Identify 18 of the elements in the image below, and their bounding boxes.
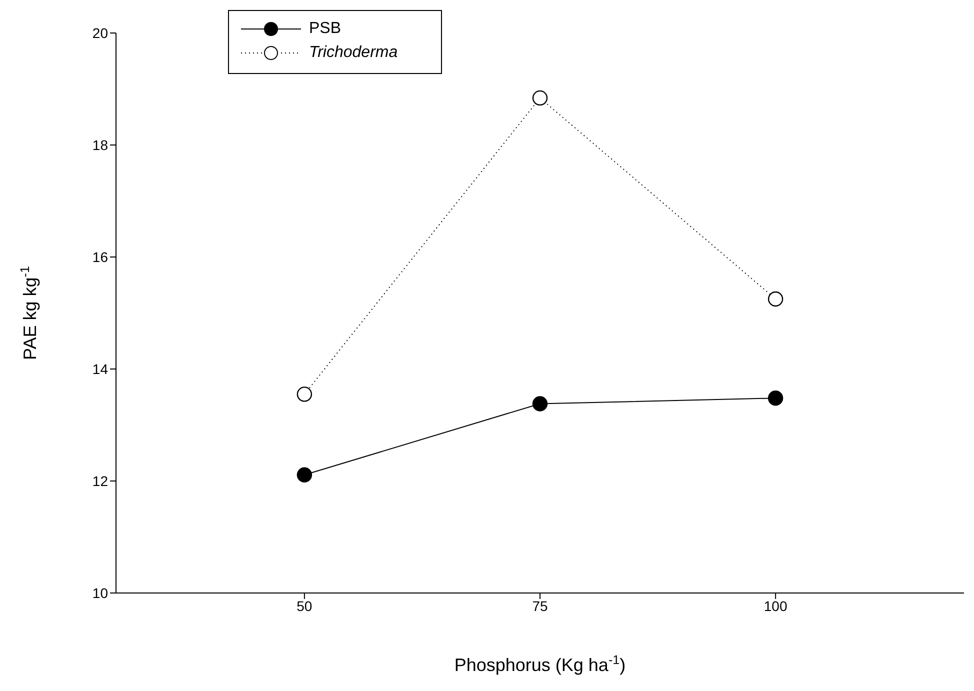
y-tick-label: 14 bbox=[92, 360, 108, 377]
point bbox=[532, 396, 548, 412]
point bbox=[296, 467, 312, 482]
point bbox=[296, 386, 312, 402]
point bbox=[532, 90, 548, 106]
y-tick-label: 12 bbox=[92, 472, 108, 489]
legend-label: PSB bbox=[309, 20, 342, 38]
y-tick-label: 16 bbox=[92, 248, 108, 265]
x-tick-label: 75 bbox=[532, 598, 548, 614]
x-axis-title: Phosphorus (Kg ha$^{-1}$) bbox=[454, 653, 626, 675]
point bbox=[768, 390, 784, 406]
point bbox=[768, 291, 784, 307]
legend-label: Trichoderma bbox=[309, 44, 398, 62]
y-tick-label: 10 bbox=[92, 584, 108, 601]
y-tick-label: 18 bbox=[92, 136, 108, 153]
x-tick-label: 50 bbox=[296, 598, 312, 614]
x-tick-label: 100 bbox=[764, 598, 788, 614]
y-tick-label: 20 bbox=[92, 24, 108, 41]
